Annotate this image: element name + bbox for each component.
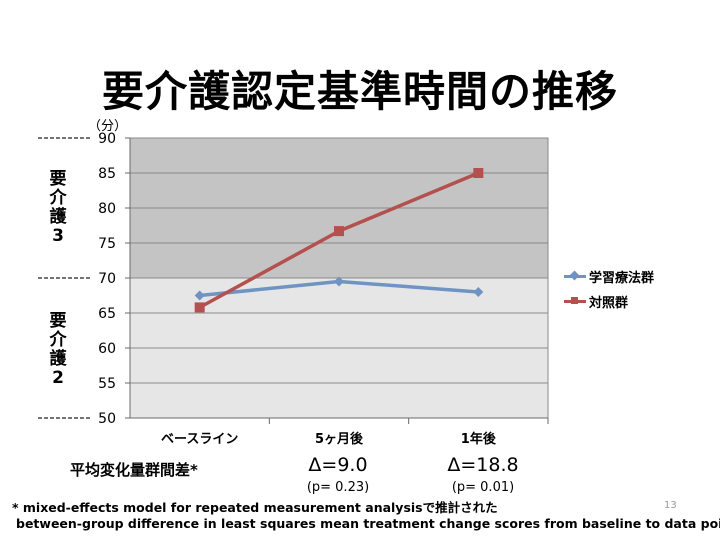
legend-item-control: 対照群 — [564, 293, 629, 311]
delta-1-year: Δ=18.8 — [447, 454, 519, 476]
y-tick-label: 75 — [98, 236, 116, 252]
legend-item-learning-therapy: 学習療法群 — [564, 268, 655, 286]
level-2-char-1: 要 — [49, 311, 67, 331]
y-tick-label: 65 — [98, 306, 116, 322]
level-2-char-4: 2 — [52, 368, 64, 388]
x-tick-label: ベースライン — [161, 432, 238, 447]
comparison-label: 平均変化量群間差* — [70, 461, 198, 479]
page-number: 13 — [664, 500, 677, 511]
y-tick-label: 50 — [98, 411, 116, 427]
data-point-square — [473, 168, 484, 178]
level-label-care-3: 要 介 護 3 — [46, 170, 70, 246]
level-2-char-2: 介 — [49, 330, 67, 350]
y-tick-label: 90 — [98, 131, 116, 147]
data-point-square — [194, 302, 205, 313]
footnote-line-1: * mixed-effects model for repeated measu… — [12, 500, 498, 515]
p-value-1-year: (p= 0.01) — [451, 480, 515, 495]
legend-swatch-learning-therapy — [564, 270, 586, 281]
data-point-diamond — [194, 290, 205, 301]
footnote-line-2: between-group difference in least square… — [16, 516, 720, 531]
y-tick-label: 85 — [98, 166, 116, 182]
data-point-diamond — [334, 276, 344, 287]
y-tick-label: 70 — [98, 271, 116, 287]
x-tick-label: 1年後 — [461, 431, 497, 447]
legend-label-learning-therapy: 学習療法群 — [589, 270, 655, 286]
y-tick-label: 55 — [98, 376, 116, 392]
legend-label-control: 対照群 — [589, 295, 629, 311]
delta-5-months: Δ=9.0 — [308, 454, 368, 476]
y-tick-label: 80 — [98, 201, 116, 217]
level-label-care-2: 要 介 護 2 — [46, 312, 70, 388]
level-3-char-1: 要 — [49, 169, 67, 189]
level-3-char-3: 護 — [49, 207, 67, 227]
x-tick-label: 5ヶ月後 — [315, 431, 364, 447]
legend-swatch-control — [564, 296, 586, 306]
level-3-char-2: 介 — [49, 188, 67, 208]
level-2-char-3: 護 — [49, 349, 67, 369]
data-point-diamond — [473, 287, 484, 297]
y-unit-label: （分） — [88, 119, 127, 134]
slide-title: 要介護認定基準時間の推移 — [101, 67, 618, 116]
data-point-square — [334, 226, 344, 237]
p-value-5-months: (p= 0.23) — [306, 480, 370, 495]
y-tick-label: 60 — [98, 341, 116, 357]
level-3-char-4: 3 — [52, 226, 64, 246]
